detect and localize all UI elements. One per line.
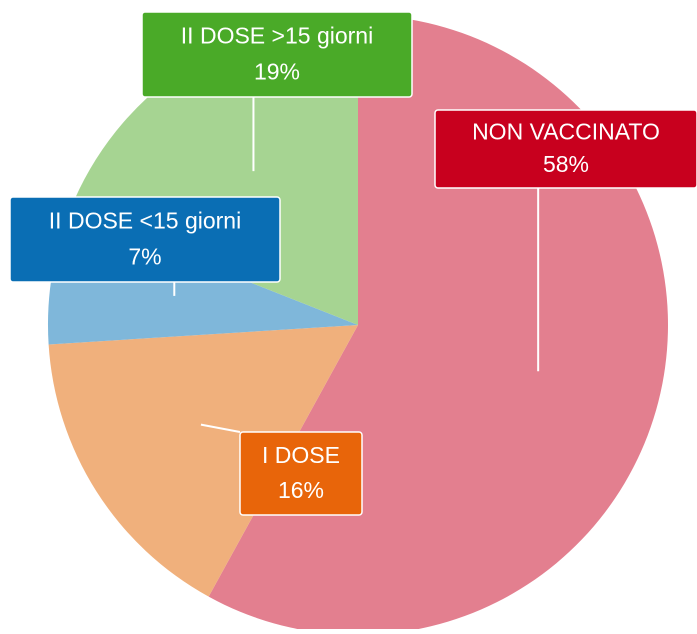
- value-label: 19%: [254, 58, 300, 84]
- label-box: [9, 196, 281, 283]
- label-box: [434, 109, 697, 189]
- slice-label: II DOSE <15 giorni: [49, 208, 241, 234]
- value-label: 16%: [278, 477, 324, 503]
- pie-slice: [48, 325, 358, 597]
- slice-label: I DOSE: [262, 442, 340, 468]
- label-box: [141, 11, 413, 98]
- label-box: [239, 431, 363, 516]
- value-label: 58%: [543, 151, 589, 177]
- leader-line: [200, 423, 241, 433]
- value-label: 7%: [128, 243, 161, 269]
- slice-label: II DOSE >15 giorni: [181, 23, 373, 49]
- slice-label: NON VACCINATO: [472, 118, 660, 144]
